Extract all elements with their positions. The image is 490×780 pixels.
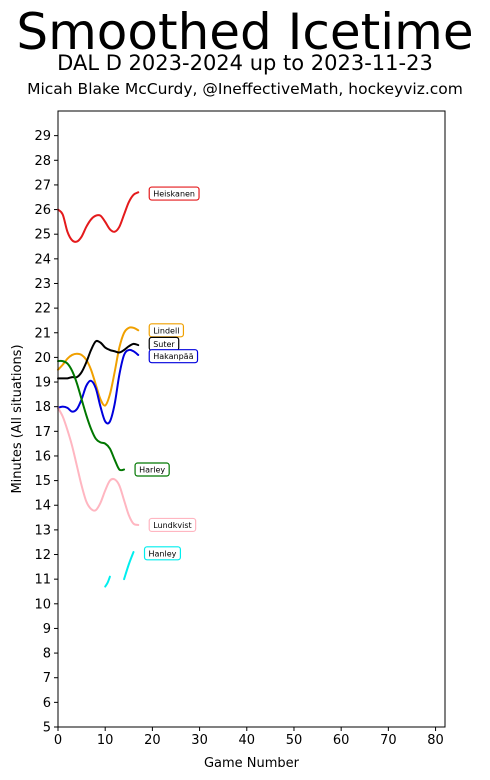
y-tick-label: 25	[34, 228, 51, 243]
x-tick-label: 20	[144, 733, 161, 748]
y-tick-label: 12	[34, 548, 51, 563]
series-label-box	[148, 349, 199, 364]
series-label-text: Lindell	[153, 326, 179, 335]
y-tick-label: 27	[34, 178, 51, 193]
x-tick-label: 0	[54, 733, 62, 748]
x-tick-label: 50	[286, 733, 303, 748]
y-tick-label: 7	[43, 671, 51, 686]
y-axis-label: Minutes (All situations)	[10, 344, 25, 493]
series-line-suter	[57, 339, 140, 380]
y-tick-label: 17	[34, 425, 51, 440]
y-tick-label: 11	[34, 573, 51, 588]
y-tick-label: 9	[43, 622, 51, 637]
x-tick-label: 30	[191, 733, 208, 748]
series-label-harley: Harley	[134, 462, 170, 477]
series-label-heiskanen: Heiskanen	[148, 186, 200, 201]
x-axis-label: Game Number	[204, 756, 300, 771]
series-lines	[57, 191, 140, 588]
series-line-lindell	[57, 326, 140, 407]
series-label-lindell: Lindell	[148, 323, 185, 338]
chart-credit: Micah Blake McCurdy, @IneffectiveMath, h…	[27, 80, 463, 98]
series-line-hakanpa-a-	[57, 348, 140, 425]
y-tick-label: 24	[34, 252, 51, 267]
y-tick-label: 13	[34, 523, 51, 538]
y-tick-label: 20	[34, 351, 51, 366]
plot-frame	[57, 110, 446, 728]
series-label-text: Suter	[153, 340, 175, 349]
series-line-harley	[57, 359, 126, 472]
series-label-hanley: Hanley	[143, 546, 182, 561]
y-tick-label: 22	[34, 302, 51, 317]
series-label-lundkvist: Lundkvist	[148, 517, 197, 533]
y-tick-label: 19	[34, 376, 51, 391]
y-tick-label: 6	[43, 696, 51, 711]
chart-subtitle: DAL D 2023-2024 up to 2023-11-23	[57, 51, 433, 75]
series-label-hakanpa-a-: Hakanpää	[148, 349, 199, 364]
series-line-heiskanen	[57, 191, 140, 243]
axis-ticks: 0 10 20 30 40 50 60 70 80 5 6 7 8 9 10 11 12 13 14 15 16 17 18…	[34, 129, 443, 748]
x-tick-label: 40	[239, 733, 256, 748]
series-label-text: Harley	[139, 466, 165, 475]
x-tick-label: 10	[97, 733, 114, 748]
y-tick-label: 23	[34, 277, 51, 292]
series-label-text: Heiskanen	[153, 190, 195, 199]
series-labels: Heiskanen Lindell Suter Hakanpää Harley Lundk…	[134, 186, 200, 561]
y-tick-label: 28	[34, 154, 51, 169]
series-label-box	[143, 546, 182, 561]
series-line-lundkvist	[57, 406, 140, 526]
series-label-box	[148, 517, 197, 533]
series-label-box	[134, 462, 170, 477]
x-tick-label: 80	[427, 733, 444, 748]
x-tick-label: 70	[380, 733, 397, 748]
x-tick-label: 60	[333, 733, 350, 748]
series-label-text: Hakanpää	[153, 352, 193, 361]
y-tick-label: 26	[34, 203, 51, 218]
y-tick-label: 10	[34, 597, 51, 612]
y-tick-label: 29	[34, 129, 51, 144]
series-line-hanley	[104, 575, 111, 588]
y-tick-label: 16	[34, 449, 51, 464]
y-tick-label: 14	[34, 499, 51, 514]
series-label-text: Lundkvist	[153, 521, 191, 530]
y-tick-label: 15	[34, 474, 51, 489]
series-line-hanley	[123, 551, 135, 581]
y-tick-label: 18	[34, 400, 51, 415]
y-tick-label: 21	[34, 326, 51, 341]
series-label-text: Hanley	[149, 549, 177, 558]
series-label-box	[148, 186, 200, 201]
y-tick-label: 8	[43, 647, 51, 662]
y-tick-label: 5	[43, 721, 51, 736]
series-label-suter: Suter	[148, 336, 180, 351]
chart-title: Smoothed Icetime	[16, 3, 474, 61]
